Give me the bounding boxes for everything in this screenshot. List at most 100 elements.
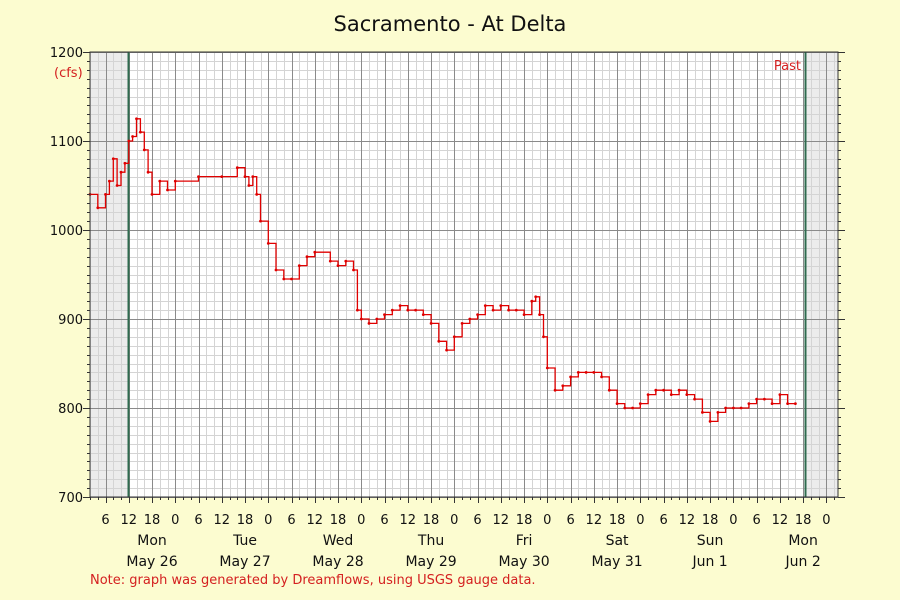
- flow-data-point: [576, 371, 580, 374]
- flow-data-point: [786, 402, 789, 405]
- flow-data-point: [375, 317, 379, 321]
- flow-data-point: [755, 397, 758, 401]
- date-label: Jun 2: [785, 554, 821, 570]
- flow-data-point: [139, 130, 142, 134]
- flow-data-point: [414, 308, 417, 312]
- flow-data-point: [778, 393, 782, 396]
- flow-data-point: [305, 255, 309, 259]
- flow-data-point: [235, 166, 239, 170]
- x-tick-label: 0: [264, 513, 272, 528]
- flow-data-point: [607, 388, 611, 392]
- flow-data-point: [259, 219, 262, 223]
- flow-data-point: [553, 388, 557, 392]
- flow-data-point: [739, 406, 743, 410]
- flow-data-point: [646, 393, 650, 396]
- y-tick-label: 1200: [50, 46, 83, 61]
- flow-data-point: [437, 339, 441, 343]
- flow-data-point: [662, 388, 665, 392]
- flow-data-point: [127, 139, 131, 143]
- flow-data-point: [255, 193, 259, 196]
- y-tick-label: 700: [58, 491, 83, 506]
- x-tick-labels: 6 12 18 0 6 12 18 0 6 12 18 0 6 12 18 0 6 12 18 0 6 12 18 0 6 12 1…: [101, 513, 830, 528]
- x-tick-label: 12: [400, 513, 417, 528]
- flow-data-point: [623, 406, 627, 410]
- x-tick-label: 18: [237, 513, 254, 528]
- x-tick-label: 12: [120, 513, 137, 528]
- x-tick-label: 12: [679, 513, 696, 528]
- flow-data-point: [328, 259, 332, 263]
- date-label: May 26: [126, 554, 177, 570]
- flow-data-point: [146, 170, 150, 174]
- flow-data-point: [336, 264, 340, 267]
- flow-data-point: [693, 397, 696, 401]
- flow-data-point: [398, 304, 402, 307]
- day-name-label: Thu: [417, 533, 444, 549]
- flow-data-point: [104, 193, 107, 196]
- flow-data-point: [747, 402, 751, 405]
- flow-data-point: [220, 175, 224, 179]
- date-label: Jun 1: [691, 554, 727, 570]
- flow-data-point: [445, 348, 448, 352]
- flow-data-point: [429, 322, 433, 325]
- flow-data-point: [732, 406, 735, 410]
- flow-data-point: [111, 157, 115, 161]
- day-name-label: Sat: [606, 533, 629, 549]
- flow-data-point: [534, 295, 538, 299]
- x-tick-label: 12: [586, 513, 603, 528]
- past-shade-right: [806, 52, 838, 497]
- day-name-label: Sun: [697, 533, 724, 549]
- flow-data-point: [716, 411, 720, 414]
- date-label: May 29: [405, 554, 456, 570]
- flow-data-point: [313, 250, 317, 254]
- flow-data-point: [243, 175, 247, 179]
- x-tick-label: 6: [659, 513, 667, 528]
- flow-data-point: [584, 371, 588, 374]
- date-label: May 28: [312, 554, 363, 570]
- x-tick-label: 6: [566, 513, 574, 528]
- x-tick-label: 18: [144, 513, 161, 528]
- day-name-label: Fri: [516, 533, 533, 549]
- x-tick-label: 18: [609, 513, 626, 528]
- x-tick-label: 6: [194, 513, 202, 528]
- flow-data-point: [131, 135, 135, 138]
- x-tick-label: 0: [729, 513, 737, 528]
- day-name-label: Wed: [323, 533, 354, 549]
- date-label: May 27: [219, 554, 270, 570]
- flow-data-point: [708, 420, 712, 423]
- x-tick-label: 6: [101, 513, 109, 528]
- flow-data-point: [274, 268, 278, 272]
- footnote: Note: graph was generated by Dreamflows,…: [90, 573, 536, 588]
- y-tick-label: 1000: [50, 224, 83, 239]
- x-tick-label: 12: [213, 513, 230, 528]
- flow-data-point: [344, 259, 348, 263]
- flow-data-point: [538, 313, 541, 316]
- x-tick-label: 0: [636, 513, 644, 528]
- flow-data-point: [522, 313, 526, 316]
- y-tick-labels: 700 800 900 1000 1100 1200: [50, 46, 83, 506]
- x-tick-label: 12: [493, 513, 510, 528]
- flow-data-point: [763, 397, 766, 401]
- past-annotation: Past: [774, 59, 801, 74]
- flow-data-point: [135, 117, 138, 121]
- flow-data-point: [514, 308, 518, 312]
- flow-data-point: [592, 371, 596, 374]
- x-tick-label: 18: [702, 513, 719, 528]
- flow-data-point: [115, 184, 119, 187]
- x-tick-label: 0: [171, 513, 179, 528]
- flow-data-point: [669, 393, 673, 396]
- flow-data-point: [251, 175, 255, 179]
- flow-data-point: [158, 179, 162, 183]
- flow-data-point: [452, 335, 456, 339]
- flow-data-point: [197, 175, 200, 179]
- flow-data-point: [290, 277, 293, 281]
- flow-data-point: [142, 148, 146, 152]
- x-tick-label: 18: [516, 513, 533, 528]
- flow-data-point: [483, 304, 487, 307]
- flow-data-point: [542, 335, 545, 339]
- flow-data-point: [460, 322, 464, 325]
- flow-data-point: [123, 161, 127, 165]
- day-labels: Mon May 26 Tue May 27 Wed May 28 Thu May 29 Fri M…: [126, 533, 820, 570]
- series-layer: [88, 117, 797, 423]
- x-tick-label: 0: [543, 513, 551, 528]
- x-tick-label: 12: [772, 513, 789, 528]
